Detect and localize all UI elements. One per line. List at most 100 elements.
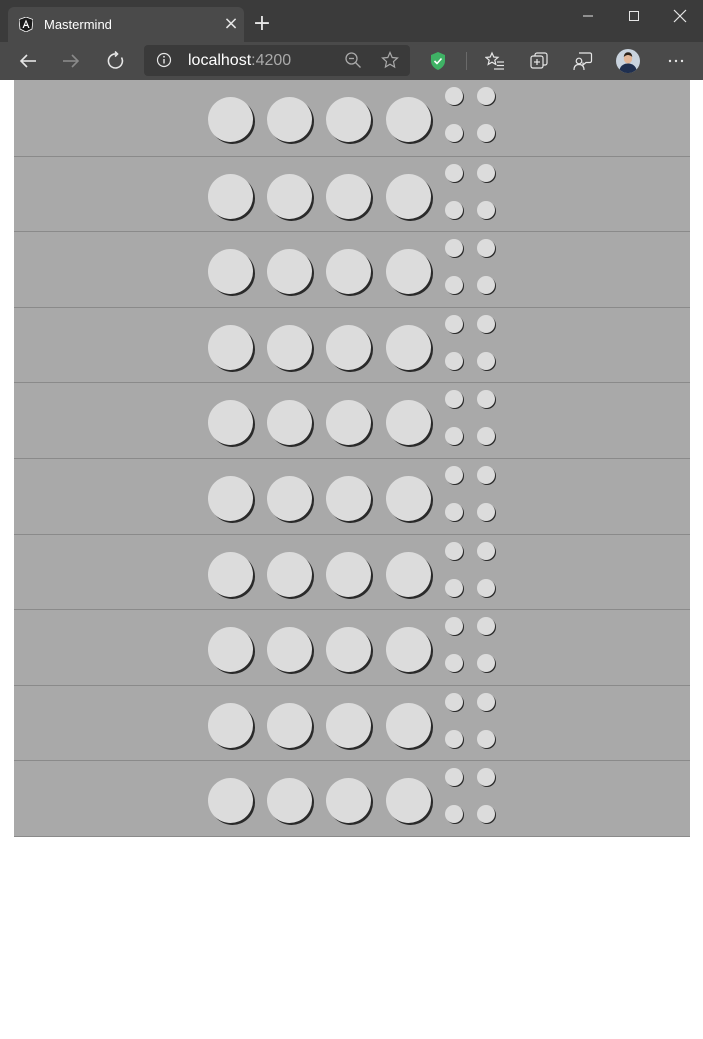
feedback-key-peg (477, 729, 495, 748)
feedback-key-peg (445, 729, 463, 748)
zoom-button[interactable] (343, 50, 363, 70)
guess-peg-slot[interactable] (326, 249, 371, 295)
feedback-key-peg (445, 465, 463, 484)
feedback-key-peg (477, 200, 495, 219)
guess-peg-slot[interactable] (326, 324, 371, 370)
guess-peg-slot[interactable] (326, 551, 371, 597)
feedback-key-peg (445, 654, 463, 673)
favorite-button[interactable] (380, 50, 400, 70)
feedback-key-peg (445, 351, 463, 370)
close-icon[interactable]: × (223, 13, 239, 34)
guess-row (14, 382, 690, 458)
guess-peg-slot[interactable] (326, 702, 371, 748)
guess-peg-slot[interactable] (267, 702, 312, 748)
toolbar-separator (466, 52, 467, 70)
feedback-key-peg (477, 805, 495, 824)
more-button[interactable] (661, 46, 691, 76)
info-icon[interactable] (156, 52, 172, 68)
guess-peg-slot[interactable] (208, 97, 253, 142)
guess-peg-slot[interactable] (386, 249, 431, 295)
guess-peg-slot[interactable] (208, 627, 253, 673)
guess-peg-slot[interactable] (208, 702, 253, 748)
guess-peg-slot[interactable] (386, 778, 431, 824)
url-port: :4200 (251, 52, 292, 69)
guess-peg-slot[interactable] (386, 97, 431, 142)
guess-peg-slot[interactable] (326, 97, 371, 142)
guess-peg-slot[interactable] (208, 475, 253, 521)
feedback-key-peg (445, 502, 463, 521)
guess-peg-slot[interactable] (386, 475, 431, 521)
guess-peg-slot[interactable] (386, 173, 431, 219)
guess-peg-slot[interactable] (386, 324, 431, 370)
feedback-key-peg (445, 390, 463, 409)
guess-peg-slot[interactable] (267, 97, 312, 142)
angular-icon (19, 17, 33, 32)
forward-button[interactable] (56, 46, 86, 76)
feedback-key-peg (477, 617, 495, 636)
close-icon (673, 9, 687, 23)
guess-peg-slot[interactable] (326, 627, 371, 673)
guess-peg-slot[interactable] (267, 249, 312, 295)
guess-row (14, 231, 690, 307)
feedback-key-peg (445, 314, 463, 333)
guess-peg-slot[interactable] (386, 400, 431, 446)
feedback-key-peg (445, 541, 463, 560)
guess-peg-slot[interactable] (267, 173, 312, 219)
extension-button[interactable] (423, 46, 453, 76)
refresh-button[interactable] (101, 46, 131, 76)
guess-peg-slot[interactable] (208, 249, 253, 295)
guess-peg-slot[interactable] (326, 778, 371, 824)
address-bar[interactable]: localhost:4200 (144, 45, 410, 76)
url-text[interactable]: localhost:4200 (188, 52, 291, 70)
collections-icon (530, 52, 548, 69)
guess-peg-slot[interactable] (267, 778, 312, 824)
guess-peg-slot[interactable] (386, 627, 431, 673)
favorites-icon (485, 51, 504, 70)
feedback-key-peg (445, 124, 463, 142)
guess-peg-slot[interactable] (267, 627, 312, 673)
feedback-key-peg (445, 768, 463, 787)
guess-peg-slot[interactable] (386, 702, 431, 748)
guess-peg-slot[interactable] (208, 400, 253, 446)
feedback-key-peg (477, 314, 495, 333)
back-arrow-icon (19, 54, 36, 68)
guess-peg-slot[interactable] (326, 400, 371, 446)
minimize-button[interactable] (565, 0, 611, 32)
new-tab-button[interactable]: + (252, 11, 272, 36)
favorites-button[interactable] (480, 46, 510, 76)
feedback-key-peg (445, 87, 463, 105)
guess-peg-slot[interactable] (326, 475, 371, 521)
profile-button[interactable] (613, 46, 643, 76)
maximize-button[interactable] (611, 0, 657, 32)
collections-button[interactable] (524, 46, 554, 76)
guess-peg-slot[interactable] (208, 551, 253, 597)
feedback-key-peg (477, 239, 495, 258)
guess-row (14, 684, 690, 761)
guess-peg-slot[interactable] (208, 324, 253, 370)
more-icon (668, 59, 684, 63)
star-icon (381, 51, 399, 69)
guess-peg-slot[interactable] (267, 551, 312, 597)
guess-row (14, 760, 690, 836)
window-close-button[interactable] (657, 0, 703, 32)
feedback-key-peg (477, 654, 495, 673)
guess-peg-slot[interactable] (208, 778, 253, 824)
feedback-key-peg (445, 805, 463, 824)
back-button[interactable] (13, 46, 43, 76)
feedback-key-peg (477, 541, 495, 560)
tab-bar: Mastermind × + (0, 0, 703, 42)
guess-peg-slot[interactable] (326, 173, 371, 219)
feedback-key-peg (477, 276, 495, 295)
page-content (0, 80, 703, 1039)
feedback-key-peg (477, 427, 495, 446)
guess-peg-slot[interactable] (386, 551, 431, 597)
feedback-key-peg (445, 239, 463, 258)
feedback-key-peg (477, 351, 495, 370)
guess-peg-slot[interactable] (267, 324, 312, 370)
guess-peg-slot[interactable] (208, 173, 253, 219)
feedback-button[interactable] (568, 46, 598, 76)
guess-peg-slot[interactable] (267, 400, 312, 446)
guess-peg-slot[interactable] (267, 475, 312, 521)
tab-mastermind[interactable]: Mastermind × (8, 7, 244, 42)
feedback-icon (573, 52, 593, 71)
